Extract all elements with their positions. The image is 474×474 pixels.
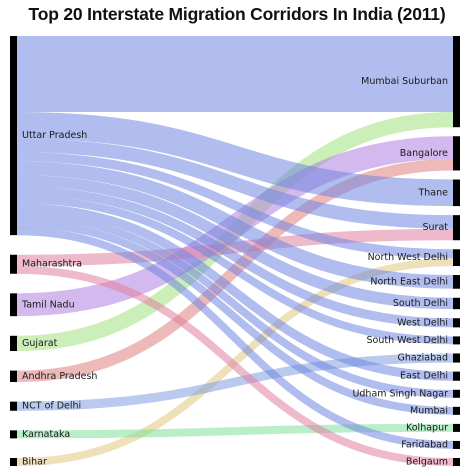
links-layer xyxy=(16,35,454,466)
target-label-udham-singh-nagar: Udham Singh Nagar xyxy=(352,388,448,399)
chart-title: Top 20 Interstate Migration Corridors In… xyxy=(28,4,446,24)
target-node-thane xyxy=(453,179,460,207)
target-label-thane: Thane xyxy=(417,187,448,198)
flow-uttar-pradesh-to-south-delhi xyxy=(16,175,454,310)
source-label-nct-of-delhi: NCT of Delhi xyxy=(22,401,81,412)
source-label-tamil-nadu: Tamil Nadu xyxy=(21,299,75,310)
target-node-north-east-delhi xyxy=(453,275,460,289)
target-node-kolhapur xyxy=(453,423,460,432)
target-node-mumbai-suburban xyxy=(453,36,460,128)
target-node-belgaum xyxy=(453,458,460,466)
flow-nct-of-delhi-to-ghaziabad xyxy=(16,353,454,411)
source-node-nct-of-delhi xyxy=(10,401,17,411)
target-label-east-delhi: East Delhi xyxy=(400,371,448,382)
source-label-uttar-pradesh: Uttar Pradesh xyxy=(22,130,87,141)
flow-uttar-pradesh-to-east-delhi xyxy=(16,203,454,381)
flow-uttar-pradesh-to-north-west-delhi xyxy=(16,152,454,259)
source-node-maharashtra xyxy=(10,254,17,274)
target-label-faridabad: Faridabad xyxy=(401,439,448,450)
target-label-west-delhi: West Delhi xyxy=(397,317,448,328)
target-label-north-east-delhi: North East Delhi xyxy=(370,276,448,287)
source-node-uttar-pradesh xyxy=(10,36,17,236)
target-node-east-delhi xyxy=(453,371,460,381)
target-node-faridabad xyxy=(453,440,460,449)
target-node-south-delhi xyxy=(453,297,460,310)
source-label-andhra-pradesh: Andhra Pradesh xyxy=(22,371,97,382)
flow-uttar-pradesh-to-south-west-delhi xyxy=(16,195,454,345)
target-node-udham-singh-nagar xyxy=(453,389,460,398)
target-label-belgaum: Belgaum xyxy=(406,457,448,468)
target-label-ghaziabad: Ghaziabad xyxy=(397,353,448,364)
flow-uttar-pradesh-to-mumbai xyxy=(16,219,454,415)
flow-karnataka-to-kolhapur xyxy=(16,423,454,439)
flow-uttar-pradesh-to-faridabad xyxy=(16,227,454,449)
target-node-ghaziabad xyxy=(453,353,460,363)
source-label-karnataka: Karnataka xyxy=(22,429,70,440)
source-label-gujarat: Gujarat xyxy=(22,338,58,349)
source-node-karnataka xyxy=(10,430,17,439)
target-node-west-delhi xyxy=(453,318,460,328)
target-node-south-west-delhi xyxy=(453,336,460,345)
flow-uttar-pradesh-to-thane xyxy=(16,112,454,207)
labels-layer: Uttar Pradesh Maharashtra Tamil Nadu Gujara… xyxy=(21,76,448,467)
source-label-maharashtra: Maharashtra xyxy=(22,259,82,270)
target-label-south-delhi: South Delhi xyxy=(393,298,448,309)
target-label-mumbai-suburban: Mumbai Suburban xyxy=(361,76,448,87)
target-node-north-west-delhi xyxy=(453,249,460,267)
target-node-bangalore xyxy=(453,136,460,171)
source-label-bihar: Bihar xyxy=(22,457,47,468)
flow-maharashtra-to-belgaum xyxy=(16,266,454,466)
target-label-north-west-delhi: North West Delhi xyxy=(368,252,448,263)
flow-uttar-pradesh-to-north-east-delhi xyxy=(16,161,454,289)
source-node-tamil-nadu xyxy=(10,293,17,317)
source-node-andhra-pradesh xyxy=(10,370,17,383)
target-node-surat xyxy=(453,215,460,241)
target-node-mumbai xyxy=(453,406,460,415)
target-label-mumbai: Mumbai xyxy=(410,405,448,416)
source-node-bihar xyxy=(10,458,17,466)
flow-uttar-pradesh-to-surat xyxy=(16,138,454,229)
flow-uttar-pradesh-to-west-delhi xyxy=(16,186,454,328)
target-label-surat: Surat xyxy=(422,222,448,233)
target-label-south-west-delhi: South West Delhi xyxy=(367,335,448,346)
nodes-layer xyxy=(10,36,460,466)
target-label-kolhapur: Kolhapur xyxy=(406,422,448,433)
flow-uttar-pradesh-to-udham-singh-nagar xyxy=(16,212,454,398)
source-node-gujarat xyxy=(10,335,17,351)
target-label-bangalore: Bangalore xyxy=(400,148,448,159)
